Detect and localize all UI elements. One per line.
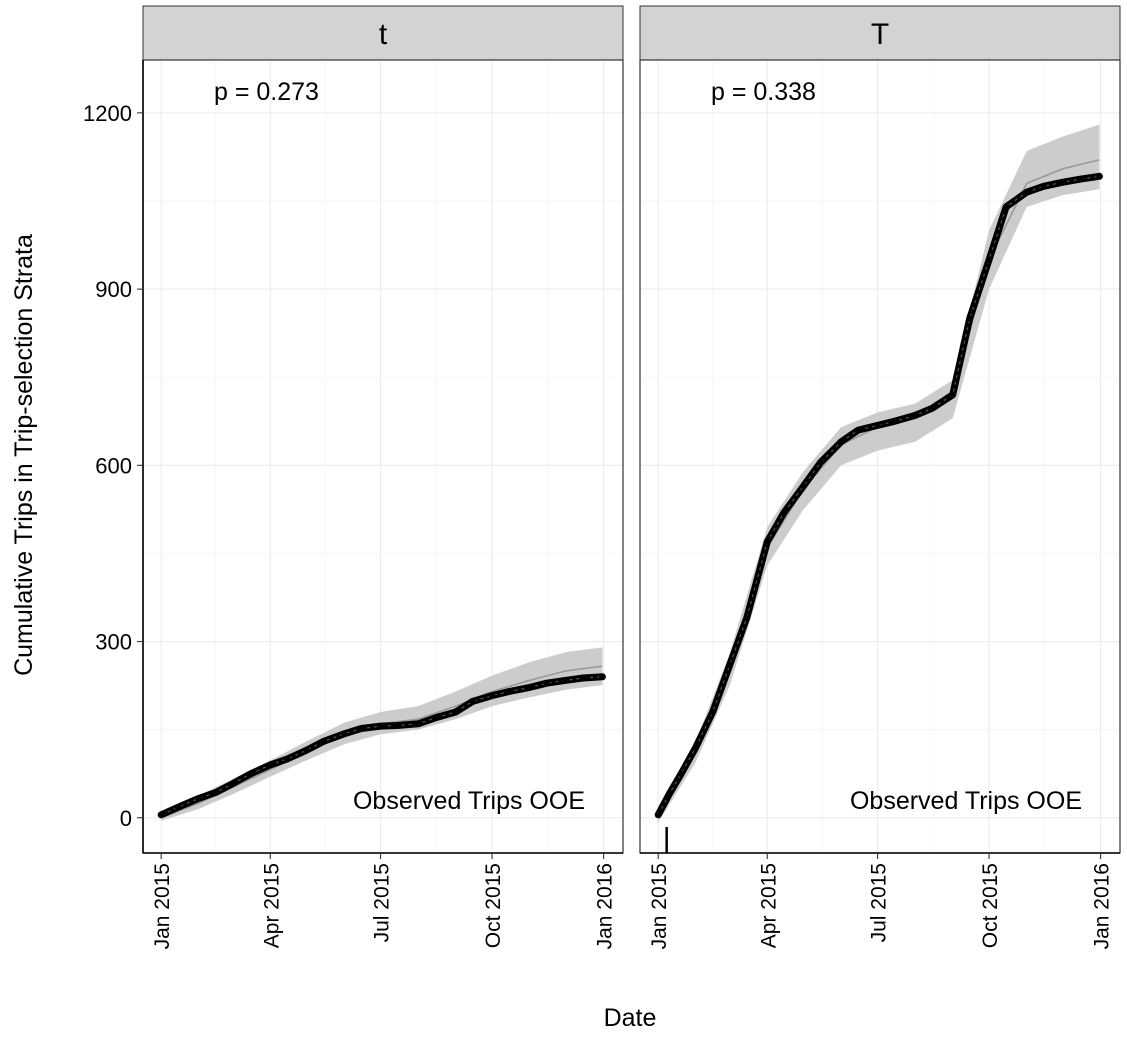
x-tick-label: Apr 2015: [260, 863, 283, 948]
observed-point: [654, 811, 662, 819]
observed-point: [212, 789, 219, 796]
x-tick-label: Oct 2015: [979, 863, 1002, 948]
observed-point: [505, 688, 513, 695]
x-tick-label: Oct 2015: [482, 863, 505, 948]
observed-point: [911, 412, 919, 419]
observed-point: [928, 405, 936, 412]
observed-point: [692, 744, 699, 751]
p-value-label: p = 0.338: [711, 78, 816, 106]
x-tick-label: Jan 2015: [648, 863, 671, 949]
observed-trips-line-texture: [657, 175, 1100, 816]
observed-point: [678, 770, 685, 777]
observed-point: [452, 708, 459, 716]
observed-point: [764, 538, 771, 545]
observed-point: [854, 426, 862, 434]
observed-point: [1096, 173, 1103, 180]
observed-point: [579, 674, 587, 682]
observed-point: [817, 459, 824, 466]
observed-point: [157, 811, 165, 819]
x-tick-label: Jul 2015: [371, 863, 394, 942]
observed-point: [949, 391, 956, 399]
p-value-label: p = 0.273: [214, 78, 319, 106]
observed-point: [543, 680, 550, 687]
observed-point: [562, 677, 570, 684]
confidence-band: [658, 124, 1100, 823]
y-tick-label: 600: [95, 453, 132, 478]
observed-point: [726, 661, 733, 669]
observed-trips-label: Observed Trips OOE: [850, 787, 1082, 815]
observed-point: [284, 755, 291, 763]
observed-point: [394, 722, 401, 729]
observed-point: [229, 780, 236, 787]
y-tick-label: 900: [95, 277, 132, 302]
observed-point: [1002, 203, 1010, 211]
panel-strip-label: t: [379, 18, 388, 51]
observed-point: [246, 771, 253, 778]
observed-point: [743, 614, 750, 622]
x-tick-label: Apr 2015: [757, 863, 780, 948]
observed-point: [377, 722, 384, 730]
observed-point: [195, 795, 202, 802]
panel-grid: [143, 60, 623, 853]
observed-point: [357, 725, 365, 732]
observed-point: [303, 747, 310, 754]
x-tick-label: Jan 2016: [1091, 863, 1114, 949]
observed-point: [414, 720, 422, 727]
panel-1: t p = 0.273 Observed Trips OOE Jan 2015 Apr …: [142, 5, 624, 949]
panel-strip-label: T: [871, 18, 889, 51]
observed-point: [874, 422, 881, 429]
observed-point: [488, 692, 496, 699]
y-tick-label: 0: [120, 806, 132, 831]
y-axis-title: Cumulative Trips in Trip-selection Strat…: [10, 234, 38, 676]
observed-point: [1076, 176, 1084, 183]
observed-point: [966, 315, 973, 322]
x-tick-label: Jul 2015: [868, 863, 891, 942]
observed-point: [341, 730, 348, 737]
x-tick-label: Jan 2016: [594, 863, 617, 949]
panel-series: [654, 124, 1103, 823]
observed-trips-label: Observed Trips OOE: [353, 787, 585, 815]
y-tick-label: 1200: [83, 101, 132, 126]
x-tick-label: Jan 2015: [151, 863, 174, 949]
observed-point: [891, 418, 898, 425]
observed-point: [709, 708, 716, 716]
observed-point: [469, 698, 476, 705]
observed-point: [781, 509, 788, 516]
panel-series: [157, 647, 606, 821]
observed-point: [1023, 188, 1030, 196]
y-axis: 0 300 600 900 1200: [83, 60, 144, 853]
panels-layer: t p = 0.273 Observed Trips OOE Jan 2015 Apr …: [142, 5, 1121, 949]
observed-point: [526, 684, 533, 691]
observed-point: [985, 256, 993, 263]
observed-point: [431, 714, 439, 722]
panel-2: Tp = 0.338 Observed Trips OOE Jan 2015 Apr …: [639, 5, 1121, 949]
panel-strip: [142, 5, 624, 61]
x-axis-title: Date: [604, 1004, 657, 1032]
y-tick-label: 300: [95, 630, 132, 655]
observed-point: [174, 803, 182, 811]
observed-point: [1040, 183, 1047, 190]
observed-point: [320, 738, 327, 745]
observed-point: [267, 761, 274, 769]
observed-point: [800, 482, 807, 490]
observed-point: [1059, 178, 1067, 186]
panel-strip: [639, 5, 1121, 61]
observed-point: [838, 438, 845, 446]
observed-point: [599, 673, 606, 680]
observed-point: [665, 791, 673, 798]
